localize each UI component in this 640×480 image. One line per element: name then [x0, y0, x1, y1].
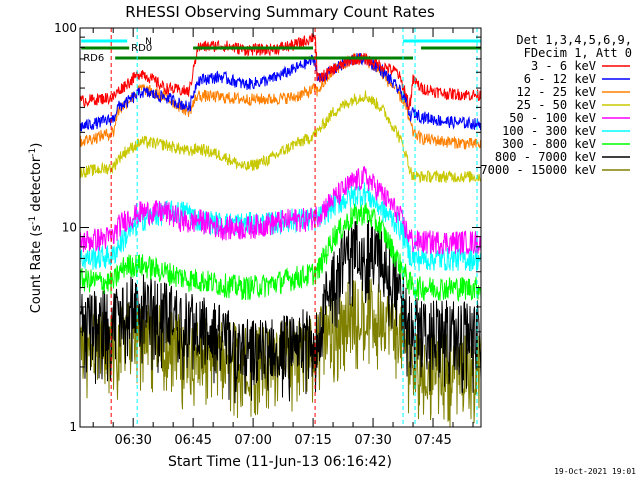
x-axis: 06:30 06:45 07:00 07:15 07:30 07:45 [92, 28, 474, 448]
legend-header-2: FDecim 1, Att 0 [524, 46, 632, 60]
legend-header-1: Det 1,3,4,5,6,9, [516, 33, 632, 47]
legend-label: 800 - 7000 keV [495, 150, 596, 164]
series-line-3 [80, 53, 481, 151]
rd0-label: RD0 [131, 43, 152, 54]
legend-label: 50 - 100 keV [509, 111, 596, 125]
legend: Det 1,3,4,5,6,9, FDecim 1, Att 0 3 - 6 k… [480, 33, 632, 177]
chart-title: RHESSI Observing Summary Count Rates [125, 3, 435, 21]
legend-label: 12 - 25 keV [517, 85, 596, 99]
y-axis-label: Count Rate (s-1 detector-1) [28, 143, 44, 314]
legend-label: 7000 - 15000 keV [480, 163, 596, 177]
y-tick-label: 10 [62, 221, 77, 235]
series-layer [80, 33, 481, 427]
rd6-label: RD6 [83, 53, 104, 64]
series-line-2 [80, 52, 481, 132]
legend-label: 300 - 800 keV [502, 137, 596, 151]
y-tick-label: 100 [54, 21, 77, 35]
x-tick-label: 07:45 [414, 433, 451, 448]
y-tick-label: 1 [69, 420, 77, 434]
legend-label: 3 - 6 keV [531, 59, 596, 73]
x-axis-label: Start Time (11-Jun-13 06:16:42) [168, 454, 392, 470]
x-tick-label: 07:00 [234, 433, 271, 448]
legend-label: 100 - 300 keV [502, 124, 596, 138]
x-tick-label: 06:45 [174, 433, 211, 448]
timestamp: 19-Oct-2021 19:01 [554, 467, 636, 476]
x-tick-label: 07:15 [294, 433, 331, 448]
legend-label: 6 - 12 keV [524, 72, 596, 86]
series-line-4 [80, 90, 481, 183]
legend-label: 25 - 50 keV [517, 98, 596, 112]
y-axis: 1 10 100 [54, 21, 481, 434]
x-tick-label: 06:30 [114, 433, 151, 448]
n-label: N [145, 37, 152, 47]
x-tick-label: 07:30 [354, 433, 391, 448]
series-line-5 [80, 166, 481, 255]
